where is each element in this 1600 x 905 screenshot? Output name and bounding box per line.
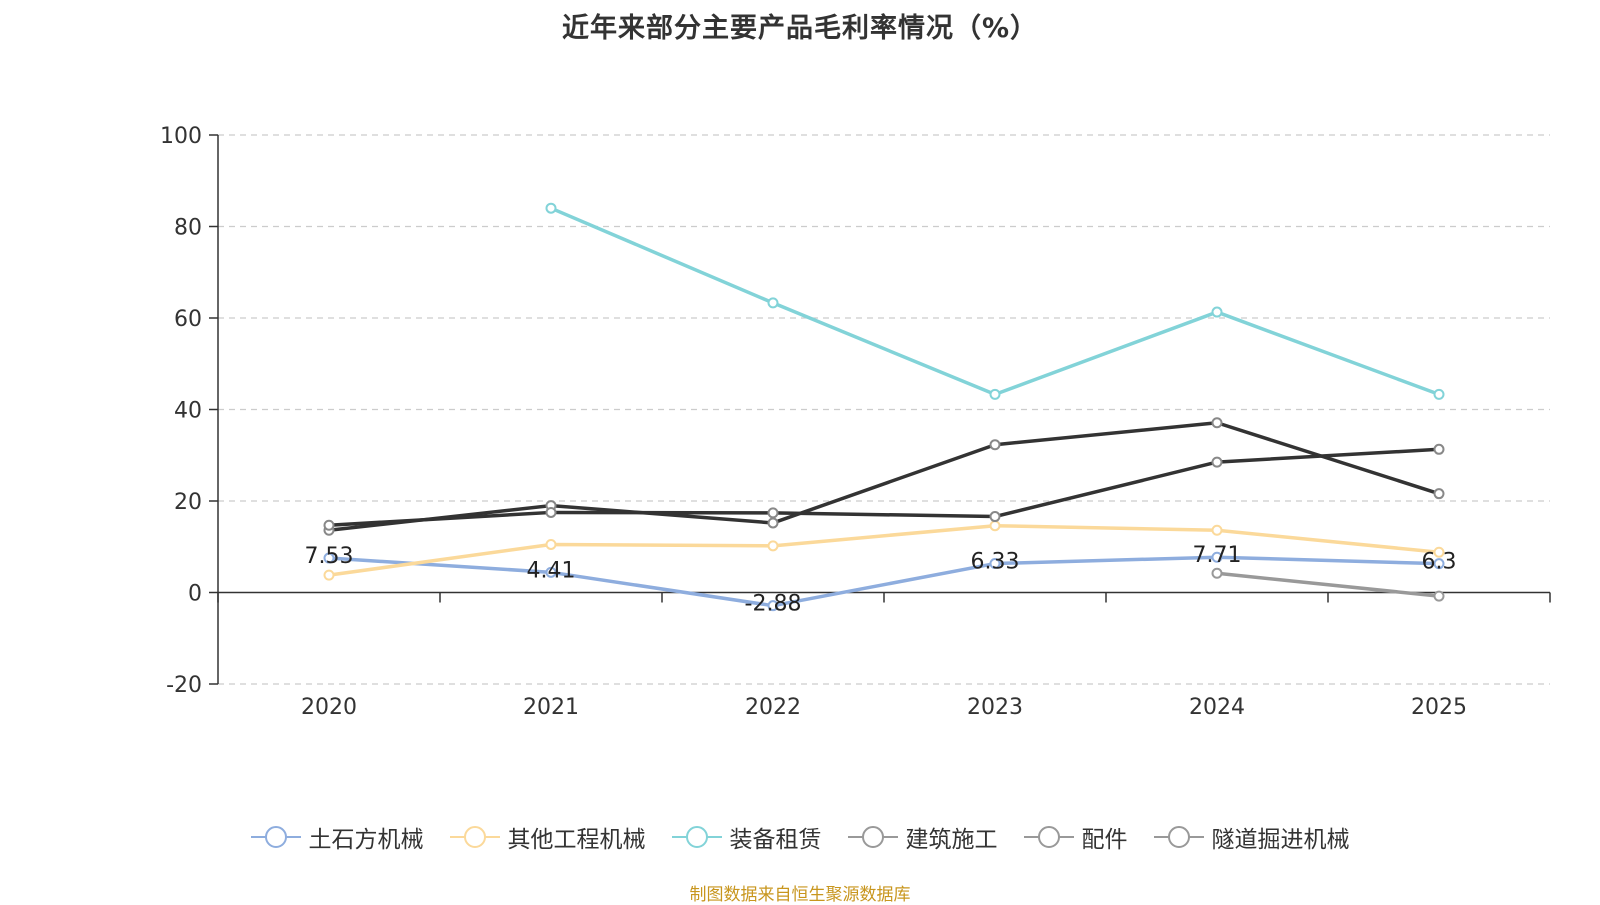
series-line-2 <box>550 206 1440 397</box>
data-label: 7.53 <box>305 544 354 569</box>
x-tick-label: 2024 <box>1189 695 1245 720</box>
x-tick-label: 2020 <box>301 695 357 720</box>
data-point <box>545 566 557 578</box>
data-point <box>989 439 1001 451</box>
source-note: 制图数据来自恒生聚源数据库 <box>689 885 911 905</box>
y-tick-label: -20 <box>166 673 202 698</box>
series-line-0 <box>328 555 1440 608</box>
data-point <box>1211 551 1223 563</box>
data-point <box>1433 546 1445 558</box>
data-label: 6.3 <box>1422 550 1457 575</box>
legend-swatch <box>1153 826 1204 848</box>
series-line-3 <box>328 421 1440 533</box>
data-point <box>767 600 779 612</box>
y-tick-label: 0 <box>188 582 202 607</box>
legend-swatch <box>250 826 301 848</box>
data-point <box>1433 388 1445 400</box>
data-label: 4.41 <box>527 558 576 583</box>
data-point <box>767 517 779 529</box>
legend-swatch <box>449 826 500 848</box>
legend-item[interactable]: 其他工程机械 <box>449 820 646 854</box>
y-tick-label: 20 <box>174 490 202 515</box>
legend-item[interactable]: 配件 <box>1023 820 1128 854</box>
series-line-5 <box>1216 571 1440 598</box>
legend-item[interactable]: 建筑施工 <box>847 820 998 854</box>
legend-swatch <box>1023 826 1074 848</box>
data-point <box>1433 488 1445 500</box>
data-point <box>1211 524 1223 536</box>
legend-label: 建筑施工 <box>905 827 998 853</box>
data-point <box>989 511 1001 523</box>
data-label: -2.88 <box>745 592 802 617</box>
data-point <box>323 569 335 581</box>
legend-item[interactable]: 隧道掘进机械 <box>1153 820 1350 854</box>
legend-item[interactable]: 装备租赁 <box>671 820 822 854</box>
x-tick-label: 2021 <box>523 695 579 720</box>
data-point <box>323 552 335 564</box>
legend-label: 土石方机械 <box>308 827 424 853</box>
series-line-1 <box>328 523 1440 577</box>
legend-item[interactable]: 土石方机械 <box>250 820 424 854</box>
x-tick-label: 2022 <box>745 695 801 720</box>
legend-swatch <box>671 826 722 848</box>
axes: -20 0 20 40 60 80 100 2020 2021 2022 2023 2024 2025 <box>160 124 1551 720</box>
data-point <box>989 558 1001 570</box>
data-point <box>1211 567 1223 579</box>
data-labels: 7.53 4.41 -2.88 6.33 7.71 6.3 <box>305 543 1457 616</box>
legend-label: 装备租赁 <box>729 827 822 853</box>
y-tick-label: 100 <box>160 124 202 149</box>
y-tick-label: 60 <box>174 307 202 332</box>
data-point <box>1433 558 1445 570</box>
chart-title: 近年来部分主要产品毛利率情况（%） <box>561 13 1039 44</box>
legend-label: 隧道掘进机械 <box>1211 827 1350 853</box>
grid-lines <box>218 134 1550 685</box>
data-point <box>989 388 1001 400</box>
x-tick-label: 2023 <box>967 695 1023 720</box>
data-point <box>767 507 779 519</box>
data-label: 6.33 <box>971 550 1020 575</box>
data-point <box>1211 306 1223 318</box>
data-point <box>545 506 557 518</box>
legend-swatch <box>847 826 898 848</box>
data-point <box>1211 456 1223 468</box>
data-point <box>767 540 779 552</box>
data-point <box>767 297 779 309</box>
legend-label: 配件 <box>1081 827 1128 853</box>
data-label: 7.71 <box>1193 543 1242 568</box>
data-points <box>323 202 1445 612</box>
series-line-4 <box>328 447 1440 527</box>
data-point <box>323 519 335 531</box>
y-tick-label: 80 <box>174 216 202 241</box>
legend: 土石方机械 其他工程机械 装备租赁 建筑施工 配件 隧道掘进机械 <box>0 820 1600 854</box>
data-point <box>989 520 1001 532</box>
legend-label: 其他工程机械 <box>507 827 646 853</box>
y-tick-label: 40 <box>174 399 202 424</box>
data-point <box>1433 590 1445 602</box>
data-point <box>545 538 557 550</box>
series-lines <box>328 206 1440 608</box>
data-point <box>1433 443 1445 455</box>
data-point <box>1211 417 1223 429</box>
x-tick-label: 2025 <box>1411 695 1467 720</box>
data-point <box>545 202 557 214</box>
